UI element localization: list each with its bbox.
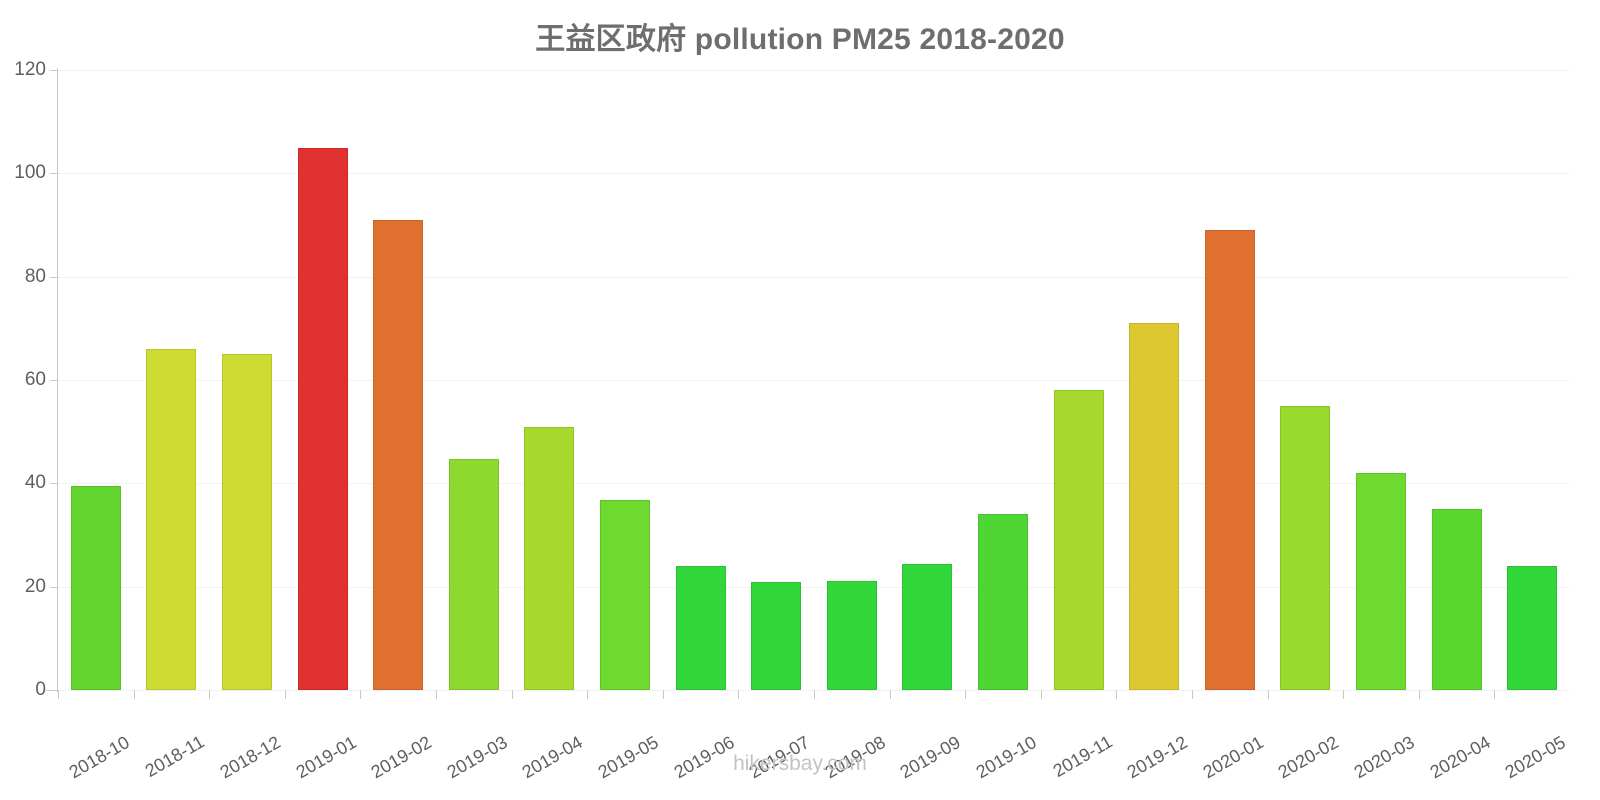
x-axis-tick-mark (662, 690, 664, 699)
x-axis-tick-mark (1267, 690, 1269, 699)
gridline (58, 586, 1570, 588)
x-axis-tick-mark (965, 690, 967, 699)
bar[interactable] (222, 354, 272, 690)
x-axis-tick-mark (284, 690, 286, 699)
y-axis-tick-label: 60 (24, 369, 46, 390)
x-axis-tick-mark (436, 690, 437, 699)
x-axis-tick-mark (1040, 690, 1042, 699)
x-axis-tick-mark (814, 690, 815, 699)
bar[interactable] (70, 485, 121, 690)
bar[interactable] (146, 349, 197, 690)
x-axis-tick-mark (738, 690, 740, 699)
y-axis-tick-label: 100 (14, 162, 46, 184)
bar[interactable] (1280, 405, 1331, 690)
x-axis-tick-mark (133, 690, 135, 699)
bars-group (58, 70, 1570, 690)
y-axis-tick-mark (50, 276, 58, 278)
bar[interactable] (1356, 473, 1406, 690)
bar[interactable] (826, 580, 877, 690)
bar[interactable] (600, 500, 650, 690)
bar[interactable] (1431, 509, 1482, 690)
bar[interactable] (978, 514, 1028, 690)
bar[interactable] (524, 426, 575, 690)
x-axis-tick-mark (1494, 690, 1496, 699)
gridline (58, 70, 1570, 71)
x-axis-tick-mark (1116, 690, 1118, 699)
source-watermark: hikersbay.com (733, 752, 867, 775)
bar[interactable] (1507, 566, 1558, 690)
x-axis-tick-mark (360, 690, 362, 699)
y-axis-tick-label: 120 (14, 59, 46, 80)
x-axis-tick-mark (1192, 690, 1193, 699)
y-axis-tick-mark (50, 380, 58, 381)
y-axis-tick-mark (50, 586, 58, 588)
gridline (58, 276, 1570, 278)
x-axis-tick-mark (209, 690, 211, 699)
gridline (58, 380, 1570, 381)
gridline (58, 483, 1570, 485)
y-axis-tick-label: 20 (24, 575, 46, 597)
x-axis-tick-label: 2020-05 (1502, 699, 1600, 782)
bar[interactable] (1204, 230, 1255, 690)
x-axis-tick-mark (587, 690, 589, 699)
x-axis-tick-mark (511, 690, 513, 699)
x-axis-tick-mark (889, 690, 891, 699)
y-axis-tick-label: 0 (35, 679, 46, 700)
y-axis-tick-mark (50, 483, 58, 485)
bar[interactable] (373, 219, 424, 690)
gridline (58, 173, 1570, 175)
y-axis-tick-mark (50, 70, 58, 71)
y-axis-tick-label: 40 (24, 472, 46, 494)
x-axis-tick-mark (1418, 690, 1420, 699)
bar[interactable] (751, 581, 802, 690)
bar[interactable] (1129, 323, 1180, 690)
bar[interactable] (1053, 390, 1104, 690)
chart-title: 王益区政府 pollution PM25 2018-2020 (535, 23, 1065, 56)
x-axis-tick-mark (58, 690, 59, 699)
y-axis-tick-label: 80 (24, 265, 46, 287)
y-axis-tick-mark (50, 173, 58, 175)
bar[interactable] (902, 563, 953, 690)
bar[interactable] (297, 147, 348, 690)
y-axis-tick-mark (50, 690, 58, 691)
bar[interactable] (675, 566, 726, 690)
bar[interactable] (448, 458, 499, 690)
x-axis-tick-mark (1343, 690, 1345, 699)
